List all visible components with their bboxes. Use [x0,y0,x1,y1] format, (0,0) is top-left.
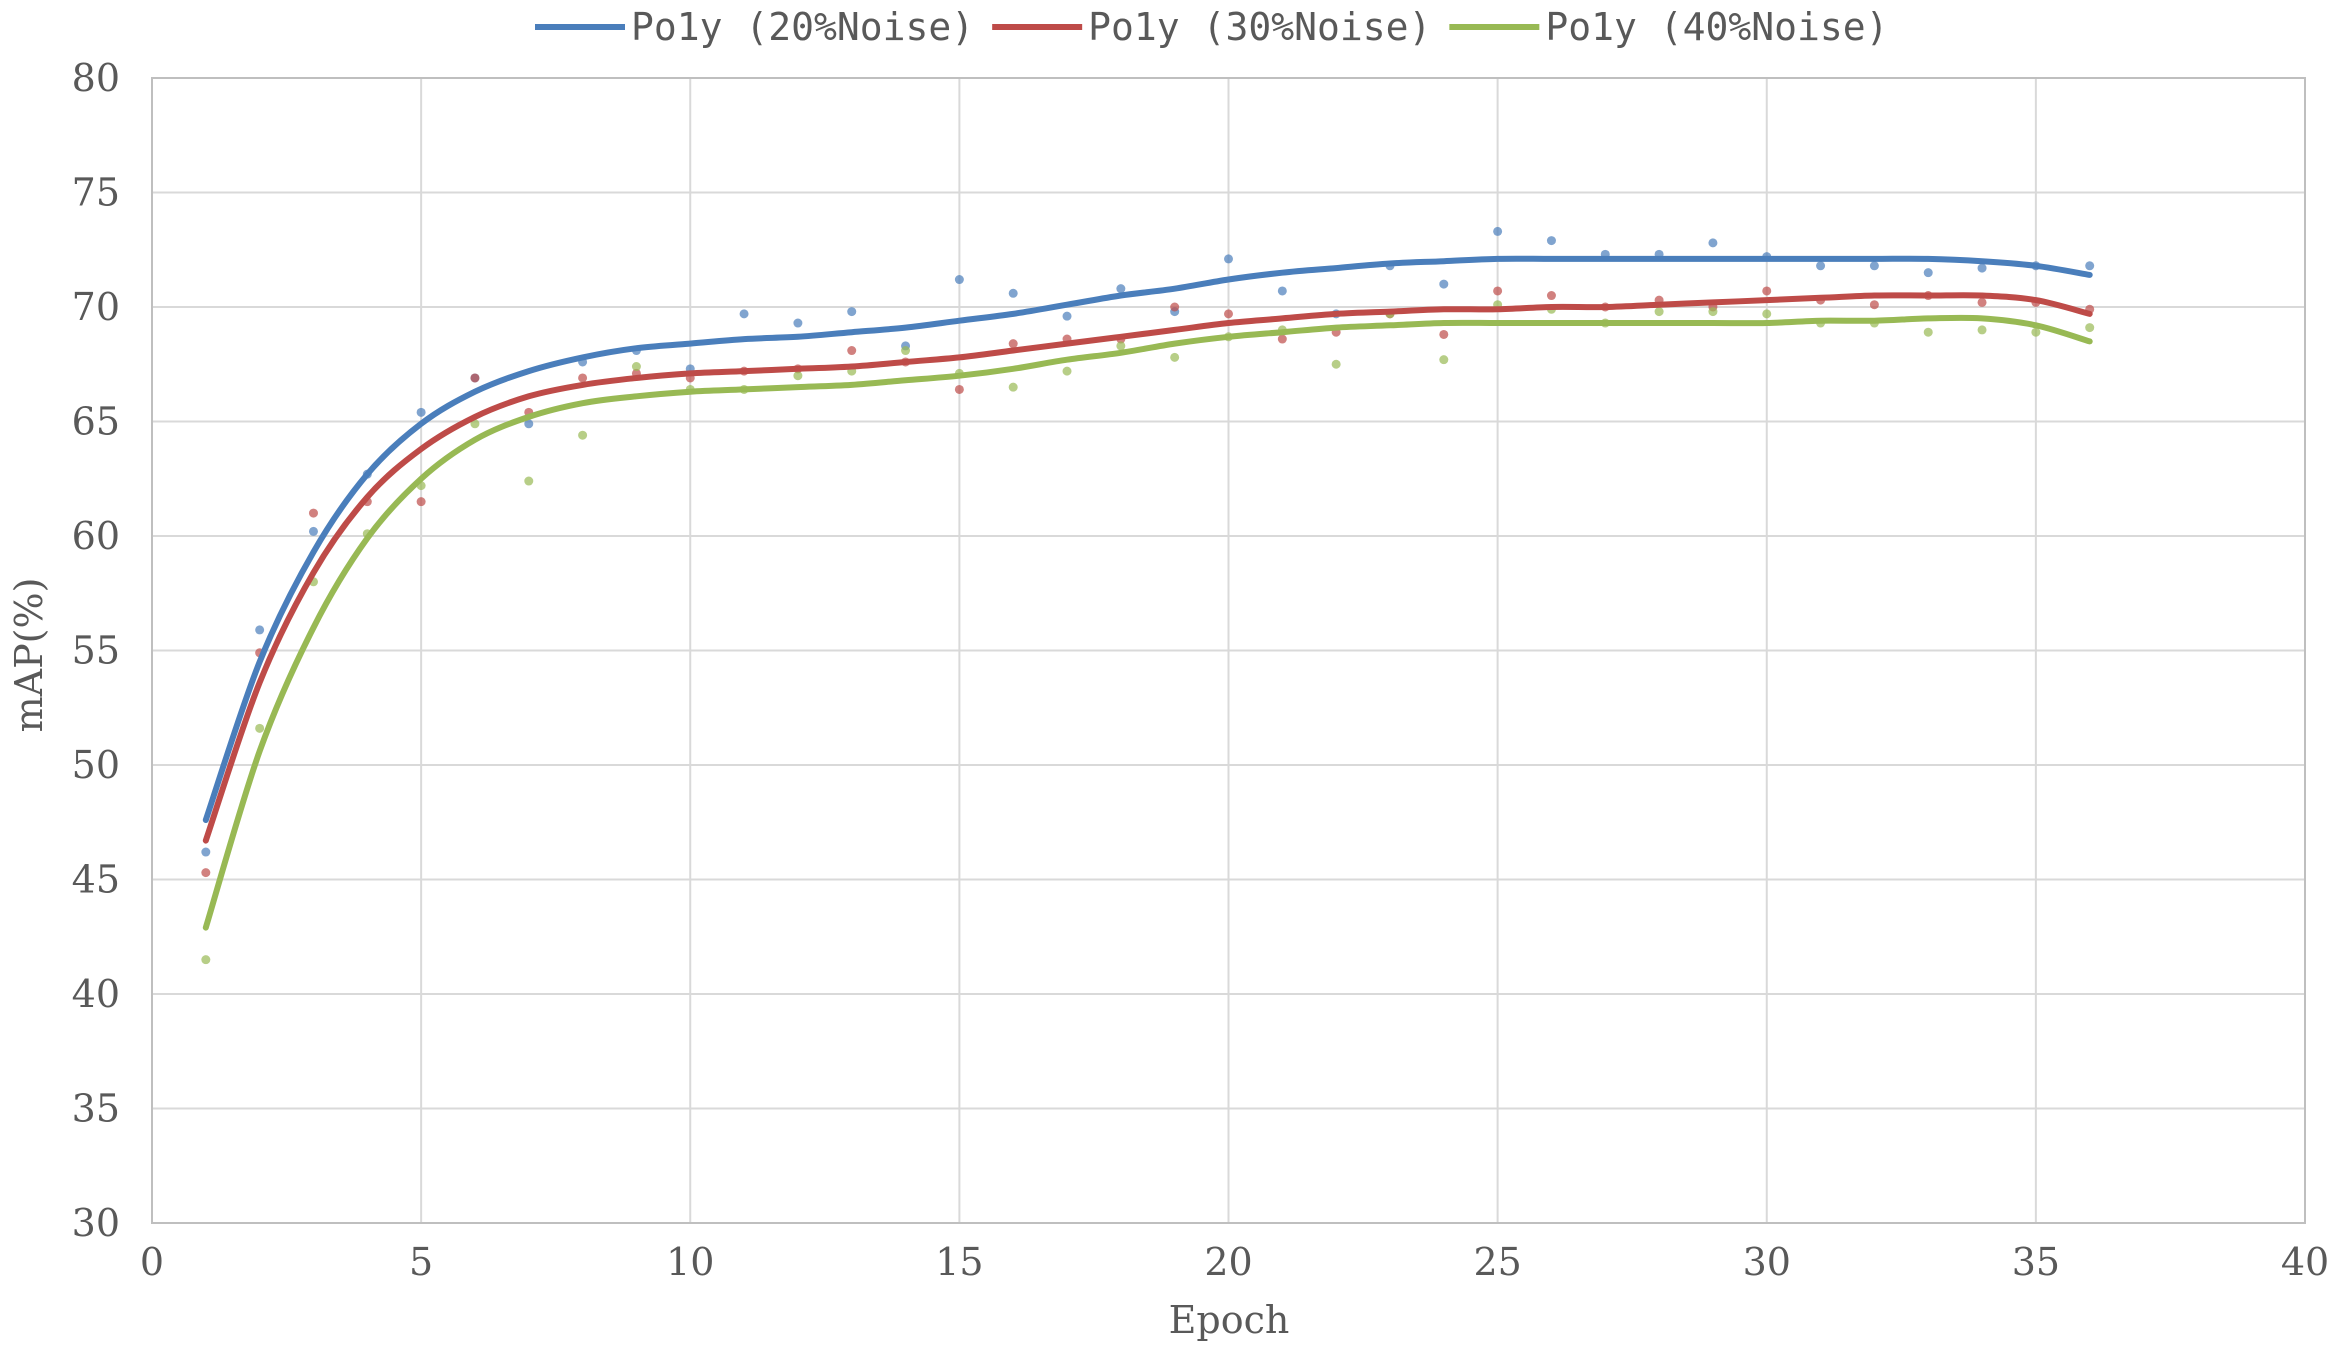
gridlines [151,77,2306,1224]
data-point [1869,300,1879,310]
data-point [1977,325,1987,335]
data-point [1062,311,1072,321]
data-point [1116,284,1126,294]
x-tick-label: 10 [666,1240,714,1284]
data-point [1869,261,1879,271]
x-tick-label: 20 [1204,1240,1252,1284]
y-tick-label: 50 [72,743,120,787]
trend-line [202,255,2093,823]
data-point [1762,309,1772,319]
data-point [524,419,534,429]
legend-entry: Po1y (40%Noise) [1545,5,1888,49]
x-tick-label: 25 [1473,1240,1521,1284]
data-point [1224,309,1233,319]
x-tick-label: 30 [1743,1240,1791,1284]
data-point [1654,307,1664,317]
data-point [1708,307,1718,317]
x-tick-label: 5 [409,1240,433,1284]
data-point [1977,297,1987,307]
x-axis-label: Epoch [1169,1298,1290,1342]
data-point [1008,382,1018,392]
y-tick-label: 30 [72,1201,120,1245]
y-axis-label: mAP(%) [7,578,51,733]
data-point [201,847,211,857]
data-point [1170,302,1180,312]
data-point [2085,261,2095,271]
y-tick-label: 55 [72,629,120,673]
data-point [1493,286,1503,296]
y-tick-label: 70 [72,285,120,329]
data-point [1008,339,1018,349]
y-tick-label: 35 [72,1087,120,1131]
legend-entry: Po1y (20%Noise) [631,5,974,49]
trend-lines [202,255,2093,931]
y-tick-label: 75 [72,171,120,215]
trend-line [202,292,2093,844]
legend-entry: Po1y (30%Noise) [1088,5,1431,49]
data-point [631,362,641,372]
data-point [1277,334,1287,344]
data-point [1708,238,1718,248]
x-tick-label: 40 [2281,1240,2329,1284]
data-point [1816,261,1826,271]
data-point [1008,288,1018,298]
data-point [255,625,265,635]
data-point [470,373,480,383]
y-tick-label: 60 [72,514,120,558]
data-point [578,430,588,440]
data-point [416,407,426,417]
data-point [201,955,211,965]
x-tick-label: 0 [140,1240,164,1284]
data-point [1277,286,1287,296]
data-point [954,275,964,285]
data-point [1546,236,1556,246]
data-point [470,419,480,429]
data-point [255,723,265,733]
x-tick-label: 35 [2012,1240,2060,1284]
data-point [1224,254,1233,264]
x-tick-label: 15 [935,1240,983,1284]
data-point [901,346,911,356]
data-point [1439,279,1449,289]
y-tick-label: 80 [72,56,120,100]
y-tick-label: 65 [72,400,120,444]
data-point [847,307,857,317]
y-tick-label: 40 [72,972,120,1016]
data-point [2031,327,2041,337]
data-point [1439,355,1449,365]
plot-area-border [151,77,2306,1224]
data-point [416,497,426,507]
data-point [201,868,211,878]
data-point [1116,341,1126,351]
data-point [1170,352,1180,362]
data-point [954,384,964,394]
data-point [847,346,857,356]
y-tick-label: 45 [72,858,120,902]
data-point [793,318,803,328]
data-point [308,508,318,518]
data-point [1977,263,1987,273]
x-tick-labels: 0 5 10 15 20 25 30 35 40 [140,1240,2329,1284]
data-point [1062,366,1072,376]
data-point [1923,268,1933,278]
y-tick-labels: 30 35 40 45 50 55 60 65 70 75 80 [72,56,120,1245]
data-point [1439,329,1449,339]
data-point [2085,323,2095,333]
data-point [793,371,803,381]
data-point [1923,327,1933,337]
data-point [308,526,318,536]
data-point [1546,291,1556,301]
data-point [1493,226,1503,236]
data-point [739,309,749,319]
trend-line [202,314,2093,931]
data-point [1331,359,1341,369]
data-point [1762,286,1772,296]
legend: Po1y (20%Noise) Po1y (30%Noise) Po1y (40%N… [535,5,1889,49]
data-point [524,476,534,486]
data-point [578,373,588,383]
